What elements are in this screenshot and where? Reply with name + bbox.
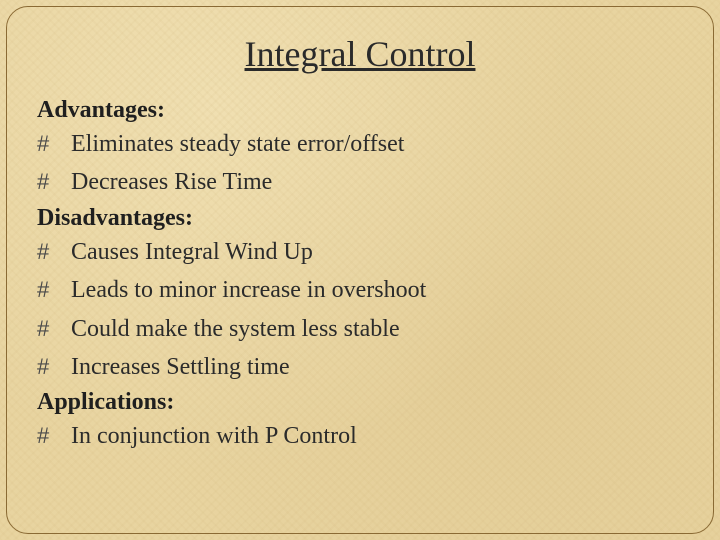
list-item: # Causes Integral Wind Up — [37, 236, 683, 268]
bullet-icon: # — [37, 421, 67, 451]
list-item: # Decreases Rise Time — [37, 166, 683, 198]
slide: Integral Control Advantages: # Eliminate… — [0, 0, 720, 540]
slide-title: Integral Control — [37, 33, 683, 75]
list-item: # Leads to minor increase in overshoot — [37, 274, 683, 306]
list-item: # Could make the system less stable — [37, 313, 683, 345]
list-item: # Eliminates steady state error/offset — [37, 128, 683, 160]
list-item: # In conjunction with P Control — [37, 420, 683, 452]
bullet-text: Leads to minor increase in overshoot — [71, 274, 683, 306]
list-item: # Increases Settling time — [37, 351, 683, 383]
bullet-icon: # — [37, 275, 67, 305]
bullet-text: Decreases Rise Time — [71, 166, 683, 198]
bullet-text: Causes Integral Wind Up — [71, 236, 683, 268]
section-label-disadvantages: Disadvantages: — [37, 205, 683, 232]
bullet-icon: # — [37, 352, 67, 382]
bullet-text: In conjunction with P Control — [71, 420, 683, 452]
bullet-text: Could make the system less stable — [71, 313, 683, 345]
bullet-icon: # — [37, 129, 67, 159]
bullet-icon: # — [37, 167, 67, 197]
bullet-icon: # — [37, 314, 67, 344]
bullet-icon: # — [37, 237, 67, 267]
section-label-advantages: Advantages: — [37, 97, 683, 124]
slide-frame: Integral Control Advantages: # Eliminate… — [6, 6, 714, 534]
bullet-text: Increases Settling time — [71, 351, 683, 383]
bullet-text: Eliminates steady state error/offset — [71, 128, 683, 160]
section-label-applications: Applications: — [37, 389, 683, 416]
